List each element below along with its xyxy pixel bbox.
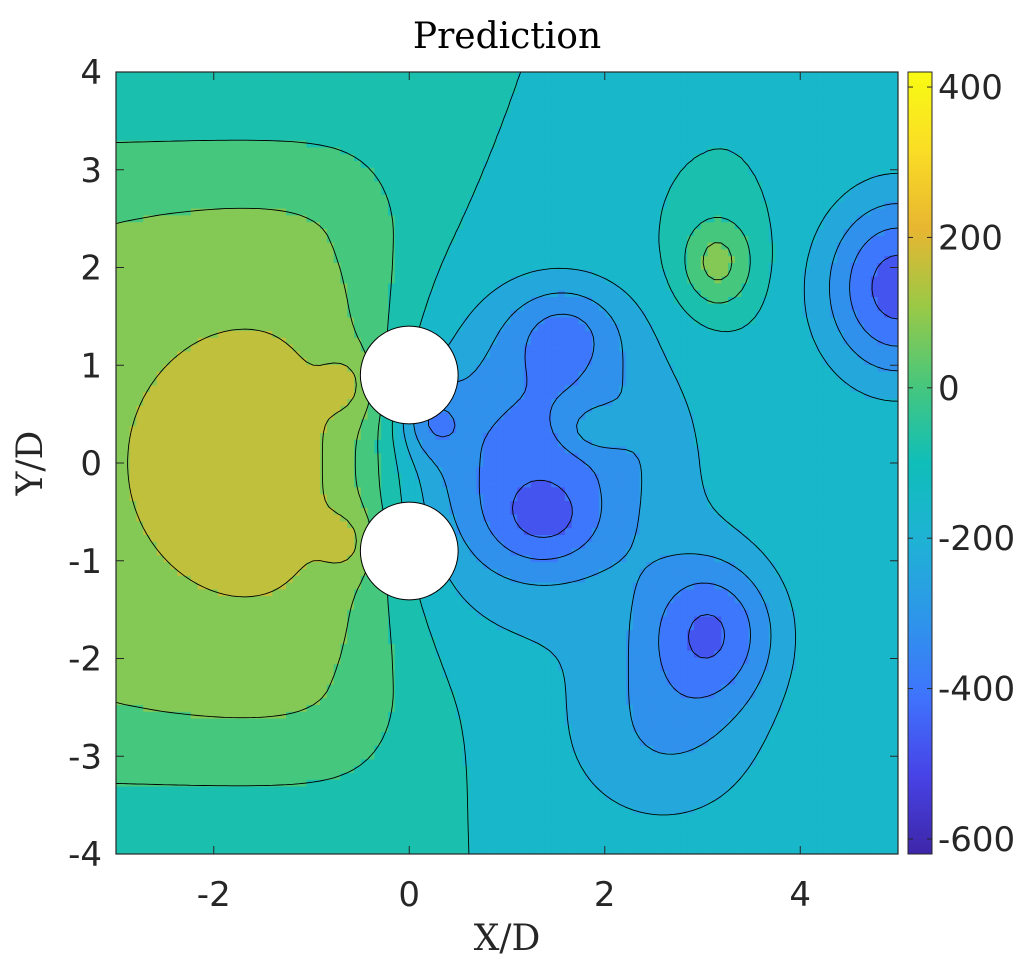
colorbar-tick-label: -600 [938, 820, 1015, 860]
colorbar-tick-label: 0 [938, 369, 960, 409]
y-tick-label: 2 [80, 249, 102, 289]
colorbar: -600 -400 -200 0 200 400 [907, 68, 1015, 860]
y-tick-label: 4 [80, 53, 102, 93]
colorbar-tick-label: -200 [938, 519, 1015, 559]
x-tick-label: -2 [197, 875, 231, 915]
colorbar-tick-label: -400 [938, 670, 1015, 710]
colorbar-tick-label: 400 [938, 68, 1003, 108]
x-axis-label: X/D [474, 918, 541, 959]
plot-area [116, 72, 898, 854]
y-tick-label: -4 [68, 835, 102, 875]
colorbar-tick-label: 200 [938, 218, 1003, 258]
contour-line [127, 328, 357, 598]
contour-fill [116, 72, 898, 854]
contour-line [413, 203, 898, 755]
x-axis: -2 0 2 4 [197, 72, 811, 915]
colorbar-scale [907, 71, 933, 855]
x-tick-label: 0 [398, 875, 420, 915]
cylinders [359, 325, 459, 601]
x-tick-label: 2 [594, 875, 616, 915]
contour-line [427, 227, 898, 699]
chart-title: Prediction [413, 16, 601, 57]
x-tick-label: 4 [789, 875, 811, 915]
y-tick-label: -3 [68, 737, 102, 777]
contour-line [512, 254, 898, 659]
y-tick-label: 3 [80, 151, 102, 191]
y-tick-label: -1 [68, 542, 102, 582]
y-tick-label: 1 [80, 346, 102, 386]
cylinder [359, 501, 459, 601]
cylinder [359, 325, 459, 425]
y-tick-label: -2 [68, 640, 102, 680]
y-axis: -4 -3 -2 -1 0 1 2 3 4 [68, 53, 898, 875]
colorbar-ticks: -600 -400 -200 0 200 400 [908, 68, 1015, 860]
y-tick-label: 0 [80, 444, 102, 484]
y-axis-label: Y/D [10, 431, 51, 497]
